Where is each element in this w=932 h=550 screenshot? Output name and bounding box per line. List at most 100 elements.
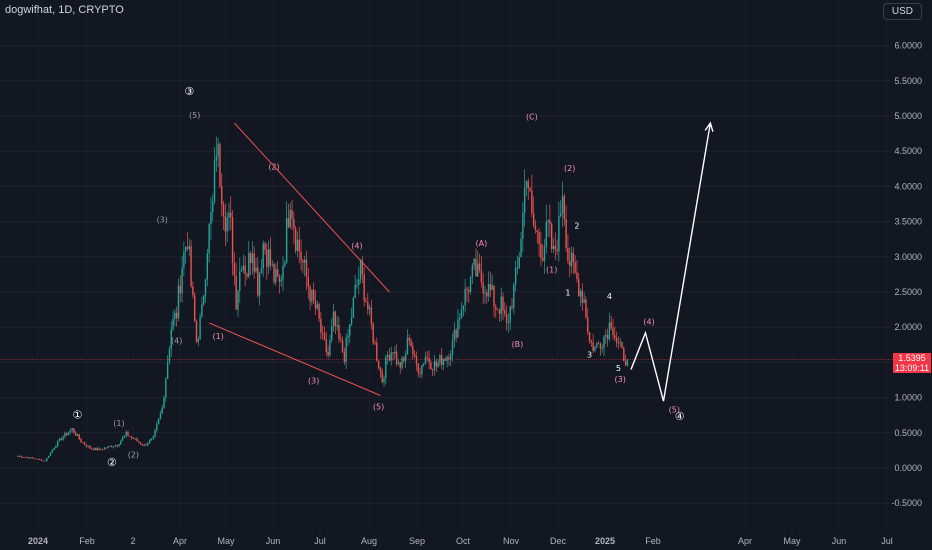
- candle-body: [172, 318, 174, 330]
- candle-body: [192, 286, 194, 296]
- candle-body: [26, 457, 28, 459]
- candle-body: [316, 304, 318, 309]
- y-axis[interactable]: 6.0000 5.5000 5.0000 4.5000 4.0000 3.5000 3.00…: [891, 41, 922, 509]
- x-tick-label: May: [783, 536, 801, 546]
- candle-body: [550, 224, 553, 249]
- candle-body: [437, 362, 439, 367]
- candle-body: [276, 268, 279, 277]
- candle-body: [78, 434, 81, 440]
- currency-button[interactable]: USD: [882, 3, 922, 20]
- candle-body: [46, 457, 48, 462]
- wave-label: (4): [351, 241, 362, 250]
- candle-body: [132, 437, 135, 439]
- candle-body: [64, 432, 66, 437]
- candle-body: [441, 355, 443, 365]
- wave-label: (A): [476, 239, 488, 248]
- wedge-line: [208, 322, 381, 396]
- candle-body: [285, 218, 288, 263]
- candle-body: [359, 260, 362, 280]
- candle-body: [266, 250, 268, 267]
- candle-body: [112, 446, 115, 448]
- candle-body: [513, 284, 515, 308]
- candle-body: [217, 143, 219, 157]
- candle-body: [127, 432, 129, 437]
- candle-body: [67, 432, 70, 436]
- candle-body: [522, 212, 524, 239]
- candle-body: [525, 181, 528, 188]
- candle-body: [55, 446, 57, 448]
- candle-body: [29, 457, 32, 459]
- candle-body: [549, 220, 551, 225]
- candle-body: [219, 143, 221, 187]
- candle-body: [163, 397, 165, 408]
- candle-body: [345, 337, 347, 363]
- candle-body: [190, 246, 192, 287]
- candle-body: [161, 407, 163, 414]
- candle-body: [296, 239, 299, 251]
- candle-body: [386, 355, 389, 357]
- candle-body: [502, 296, 504, 311]
- candle-body: [89, 446, 91, 449]
- candle-body: [588, 332, 591, 341]
- candle-body: [471, 265, 474, 277]
- projection-path: [630, 121, 714, 402]
- candle-body: [145, 444, 147, 446]
- y-tick-label: 6.0000: [894, 41, 922, 51]
- candle-body: [74, 432, 77, 436]
- candle-body: [372, 324, 374, 343]
- candle-body: [44, 460, 46, 462]
- candle-body: [38, 458, 41, 460]
- wave-label: (5): [189, 111, 200, 120]
- candle-body: [139, 442, 142, 445]
- current-price-tag: 1.5395 13:09:11: [893, 353, 931, 373]
- candle-body: [453, 330, 456, 341]
- candle-body: [240, 269, 243, 272]
- candle-body: [572, 252, 575, 263]
- wave-label: (4): [171, 336, 182, 345]
- y-tick-label: -0.5000: [891, 498, 922, 508]
- candle-body: [22, 457, 25, 459]
- candle-body: [181, 267, 183, 294]
- candle-body: [336, 325, 338, 327]
- candle-body: [596, 343, 598, 347]
- candle-body: [42, 460, 44, 462]
- candle-body: [275, 268, 277, 283]
- candle-body: [49, 452, 52, 456]
- candle-body: [309, 286, 311, 302]
- candle-body: [363, 274, 365, 301]
- candle-body: [565, 219, 567, 249]
- candle-body: [230, 212, 232, 218]
- candle-body: [419, 372, 421, 375]
- candle-body: [175, 312, 178, 319]
- candle-body: [284, 262, 286, 266]
- candle-body: [350, 317, 353, 325]
- candle-body: [338, 325, 340, 339]
- candle-body: [480, 269, 483, 283]
- y-tick-label: 3.0000: [894, 252, 922, 262]
- wedge-lines: [208, 122, 390, 396]
- grid: [0, 45, 890, 504]
- candle-body: [361, 260, 364, 275]
- candle-body: [486, 292, 488, 297]
- wave-label: 2: [574, 222, 579, 231]
- candle-body: [354, 285, 356, 298]
- candle-body: [556, 249, 558, 252]
- candle-body: [188, 246, 190, 250]
- x-axis[interactable]: 2024 Feb 2 Apr May Jun Jul Aug Sep Oct Nov Dec 2025 F…: [28, 536, 893, 546]
- candle-body: [504, 310, 506, 315]
- wedge-line: [233, 122, 390, 293]
- candle-body: [439, 355, 441, 363]
- candle-body: [619, 342, 621, 343]
- candle-body: [520, 238, 522, 258]
- candle-body: [464, 288, 466, 306]
- candle-body: [587, 317, 589, 333]
- candle-body: [554, 246, 556, 250]
- candle-body: [257, 267, 259, 296]
- candle-body: [91, 448, 93, 450]
- candle-body: [221, 186, 223, 205]
- wave-label: (1): [212, 332, 223, 341]
- candle-body: [529, 188, 531, 191]
- candle-body: [226, 217, 228, 232]
- candle-body: [408, 337, 410, 341]
